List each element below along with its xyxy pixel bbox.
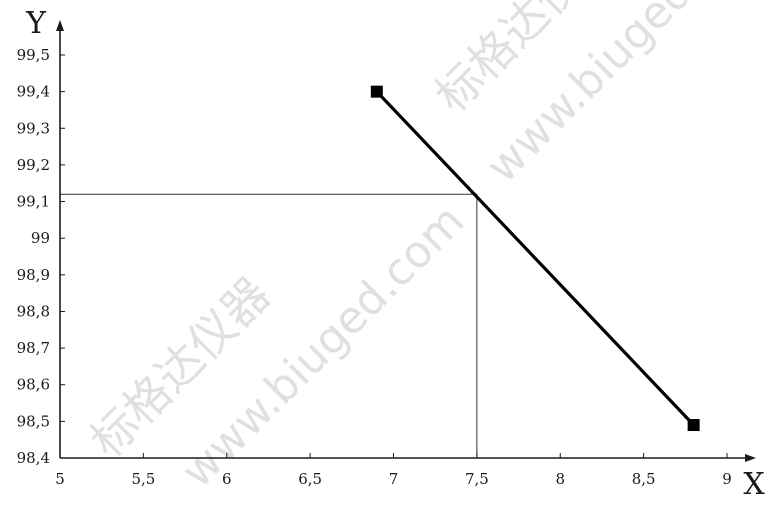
x-axis-arrow bbox=[745, 454, 756, 462]
series-line bbox=[375, 90, 695, 427]
y-tick-label: 98,8 bbox=[17, 302, 50, 320]
data-point-marker bbox=[370, 85, 383, 98]
y-axis-title: Y bbox=[25, 6, 47, 41]
x-tick-label: 6 bbox=[222, 470, 232, 488]
y-tick-label: 98,7 bbox=[17, 339, 50, 357]
series-layer bbox=[370, 85, 700, 432]
x-tick-label: 7,5 bbox=[465, 470, 489, 488]
y-tick-label: 98,9 bbox=[17, 266, 50, 284]
y-tick-label: 98,5 bbox=[17, 412, 50, 430]
guide-layer bbox=[60, 193, 478, 458]
y-tick-label: 99,1 bbox=[17, 193, 50, 211]
x-tick-label: 8,5 bbox=[632, 470, 656, 488]
x-tick-label: 9 bbox=[722, 470, 732, 488]
axis-layer bbox=[56, 20, 756, 462]
y-tick-label: 99,3 bbox=[17, 119, 50, 137]
data-point-marker bbox=[687, 419, 700, 432]
y-axis-arrow bbox=[56, 20, 64, 31]
y-tick-label: 99 bbox=[31, 229, 50, 247]
y-tick-label: 99,2 bbox=[17, 156, 50, 174]
label-layer: 5 5,5 6 6,5 7 7,5 8 8,5 9 98,4 98,5 98,6 98,7 98,8 98,… bbox=[17, 6, 766, 502]
y-tick-label: 98,6 bbox=[17, 376, 50, 394]
x-tick-label: 7 bbox=[389, 470, 399, 488]
x-tick-label: 5 bbox=[55, 470, 65, 488]
x-tick-label: 6,5 bbox=[298, 470, 322, 488]
x-tick-label: 5,5 bbox=[131, 470, 155, 488]
x-axis-title: X bbox=[743, 467, 765, 502]
y-tick-label: 99,5 bbox=[17, 46, 50, 64]
y-tick-label: 99,4 bbox=[17, 83, 50, 101]
y-tick-label: 98,4 bbox=[17, 449, 50, 467]
x-tick-label: 8 bbox=[555, 470, 565, 488]
